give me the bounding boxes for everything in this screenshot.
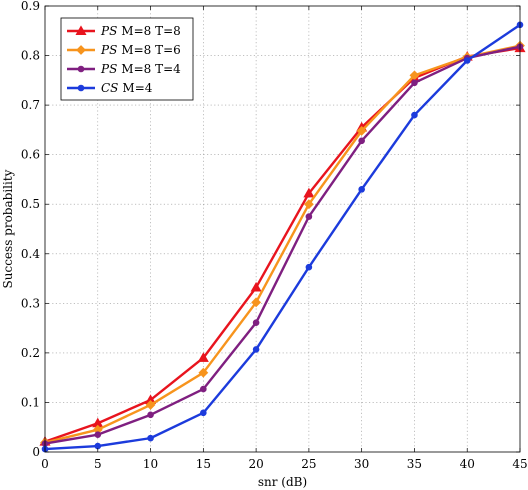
data-point — [252, 346, 260, 353]
data-point — [358, 186, 365, 193]
series-line — [44, 46, 521, 443]
x-axis-label: snr (dB) — [258, 475, 307, 489]
x-tick-label: 5 — [94, 457, 102, 471]
data-point — [358, 137, 365, 145]
x-tick-label: 40 — [460, 457, 475, 471]
data-point — [356, 125, 367, 136]
legend-swatch-marker — [77, 65, 85, 73]
legend-label-rest: M=8 T=6 — [121, 43, 180, 57]
y-tick-label: 0.5 — [21, 197, 40, 211]
legend-item: PS M=8 T=8 — [67, 24, 181, 38]
x-tick-label: 30 — [354, 457, 369, 471]
x-tick-label: 45 — [512, 457, 527, 471]
legend-swatch-marker — [77, 84, 85, 92]
legend-label-italic: PS — [100, 24, 117, 38]
legend-label: PS M=8 T=4 — [100, 62, 181, 76]
series-line — [44, 23, 521, 451]
data-point — [145, 399, 156, 410]
legend-item: CS M=4 — [67, 81, 153, 95]
legend-swatch-marker — [76, 45, 86, 55]
legend-label-rest: M=8 T=8 — [121, 24, 180, 38]
data-point — [197, 352, 209, 362]
data-point — [411, 111, 418, 119]
y-tick-label: 0 — [32, 445, 40, 459]
grid — [45, 6, 520, 452]
data-point — [147, 411, 154, 419]
y-axis-label: Success probability — [1, 169, 15, 288]
y-tick-label: 0.7 — [21, 98, 40, 112]
legend-label-rest: M=4 — [122, 81, 152, 95]
data-point — [305, 263, 313, 271]
data-point — [250, 281, 262, 292]
y-tick-label: 0.1 — [21, 395, 40, 409]
legend-label: PS M=8 T=6 — [100, 43, 181, 57]
data-point — [200, 409, 207, 417]
legend-label: CS M=4 — [101, 81, 153, 95]
series-3 — [41, 43, 524, 447]
legend: PS M=8 T=8 PS M=8 T=6 PS M=8 T=4CS M=4 — [60, 17, 194, 101]
legend-item: PS M=8 T=4 — [67, 62, 181, 76]
data-point — [411, 79, 418, 87]
x-tick-label: 25 — [301, 457, 316, 471]
series-layer — [39, 21, 526, 453]
data-point — [463, 57, 471, 64]
legend-swatch-marker — [75, 25, 87, 36]
series-1 — [39, 42, 526, 446]
data-point — [303, 199, 314, 210]
y-tick-label: 0.6 — [21, 148, 40, 162]
data-point — [147, 434, 154, 442]
x-tick-label: 15 — [196, 457, 211, 471]
legend-label-italic: PS — [100, 43, 117, 57]
y-tick-label: 0.2 — [21, 346, 40, 360]
tick-labels: 0 5 10 15 20 25 30 35 40 45 0 0.1 0.2 0.3 0.4 0.5 0.6 0.7… — [21, 0, 528, 471]
data-point — [198, 367, 209, 378]
data-point — [252, 319, 260, 326]
y-tick-label: 0.8 — [21, 49, 40, 63]
y-tick-label: 0.4 — [21, 247, 40, 261]
data-point — [303, 187, 315, 198]
x-tick-label: 10 — [143, 457, 158, 471]
y-tick-label: 0.9 — [21, 0, 40, 13]
axes — [44, 5, 521, 453]
legend-label-rest: M=8 T=4 — [121, 62, 181, 76]
legend-label-italic: CS — [101, 81, 118, 95]
series-line — [44, 45, 521, 445]
legend-item: PS M=8 T=6 — [67, 43, 181, 57]
y-tick-label: 0.3 — [21, 296, 40, 310]
x-tick-label: 20 — [248, 457, 263, 471]
series-2 — [40, 40, 525, 448]
x-tick-label: 35 — [407, 457, 422, 471]
x-tick-label: 0 — [41, 457, 49, 471]
legend-label-italic: PS — [100, 62, 117, 76]
series-line — [44, 44, 521, 444]
data-point — [200, 385, 207, 393]
data-point — [251, 297, 262, 308]
legend-label: PS M=8 T=8 — [100, 24, 181, 38]
data-point — [94, 431, 102, 438]
data-point — [305, 213, 313, 220]
plot-frame — [44, 5, 521, 453]
